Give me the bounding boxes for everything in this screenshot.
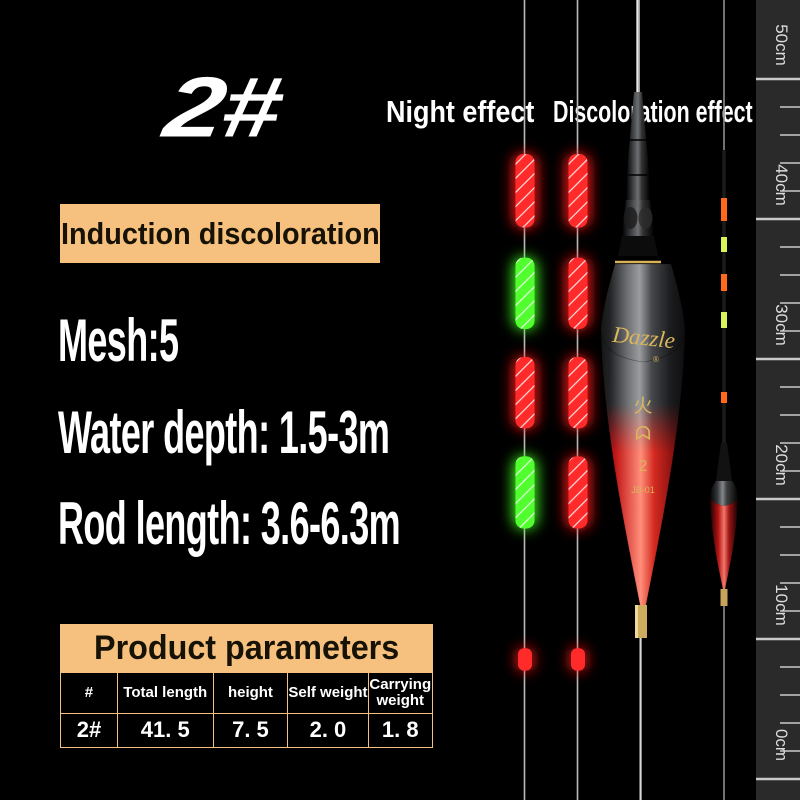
svg-text:火: 火: [633, 396, 652, 417]
svg-text:30cm: 30cm: [772, 304, 791, 346]
svg-text:40cm: 40cm: [772, 164, 791, 206]
svg-text:JB-01: JB-01: [631, 485, 655, 495]
svg-text:20cm: 20cm: [772, 444, 791, 486]
svg-text:0cm: 0cm: [772, 729, 791, 761]
svg-text:®: ®: [653, 355, 659, 364]
svg-text:ᗣ: ᗣ: [635, 424, 651, 445]
svg-text:2: 2: [639, 458, 648, 475]
svg-text:10cm: 10cm: [772, 584, 791, 626]
svg-text:50cm: 50cm: [772, 24, 791, 66]
